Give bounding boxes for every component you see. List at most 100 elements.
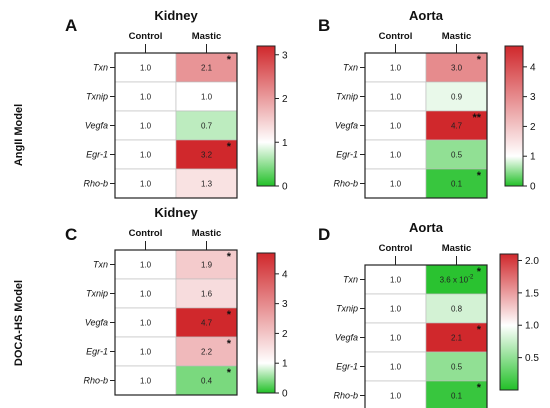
cell-mastic (425, 380, 488, 408)
column-label: Control (379, 243, 413, 254)
row-label: Txnip (86, 92, 108, 102)
cell-control-value: 1.0 (140, 261, 152, 270)
colorbar-tick-label: 1.0 (525, 321, 539, 332)
panel-title: Kidney (154, 8, 198, 23)
cell-mastic (175, 336, 238, 367)
colorbar-tick-label: 1 (282, 138, 288, 149)
colorbar-tick-label: 1 (282, 359, 288, 370)
colorbar-tick-label: 1.5 (525, 288, 539, 299)
cell-mastic-value: 0.9 (451, 93, 463, 102)
row-label: Txn (93, 63, 108, 73)
column-label: Mastic (192, 31, 222, 42)
model-label-doca-text: DOCA-HS Model (13, 280, 25, 366)
significance-star: * (477, 266, 482, 278)
colorbar-tick-label: 4 (282, 269, 288, 280)
cell-mastic-value: 0.5 (451, 363, 463, 372)
cell-mastic (425, 110, 488, 141)
cell-mastic-value: 0.1 (451, 180, 463, 189)
row-label: Vegfa (335, 121, 358, 131)
row-label: Egr-1 (336, 150, 358, 160)
cell-mastic-value: 1.0 (201, 93, 213, 102)
row-label: Rho-b (83, 179, 108, 189)
panel-letter: D (318, 225, 330, 244)
cell-mastic (175, 110, 238, 141)
significance-star: ** (472, 112, 481, 124)
row-label: Rho-b (333, 179, 358, 189)
row-label: Egr-1 (86, 347, 108, 357)
row-label: Txn (93, 260, 108, 270)
row-label: Vegfa (85, 121, 108, 131)
cell-mastic-value: 1.3 (201, 180, 213, 189)
cell-mastic-value: 3.2 (201, 151, 213, 160)
panel-title: Aorta (409, 220, 444, 235)
cell-control-value: 1.0 (390, 392, 402, 401)
column-label: Control (379, 31, 413, 42)
heatmap-border (114, 52, 238, 199)
cell-mastic-exponent: -2 (468, 275, 474, 281)
cell-control-value: 1.0 (390, 363, 402, 372)
cell-mastic-value: 2.1 (201, 64, 213, 73)
cell-mastic (425, 351, 488, 382)
cell-mastic (175, 365, 238, 396)
cell-control-value: 1.0 (140, 93, 152, 102)
significance-star: * (477, 324, 482, 336)
cell-mastic-value: 2.1 (451, 334, 463, 343)
cell-control-value: 1.0 (140, 319, 152, 328)
cell-control-value: 1.0 (140, 122, 152, 131)
cell-control-value: 1.0 (140, 64, 152, 73)
panel-letter: B (318, 16, 330, 35)
column-label: Mastic (442, 243, 472, 254)
row-label: Txnip (336, 92, 358, 102)
row-label: Egr-1 (86, 150, 108, 160)
row-label: Txn (343, 275, 358, 285)
heatmap-border (364, 264, 488, 408)
colorbar-tick-label: 3 (282, 299, 288, 310)
column-label: Mastic (192, 228, 222, 239)
cell-control-value: 1.0 (390, 334, 402, 343)
cell-mastic (175, 81, 238, 112)
panel-b: B Aorta Control Mastic Txn 1.0 3.0 * Txnip 1.0 0.9… (318, 8, 536, 199)
cell-mastic-value: 1.6 (201, 290, 213, 299)
colorbar-tick-label: 2 (530, 122, 536, 133)
column-label: Control (129, 228, 163, 239)
cell-mastic-value: 0.7 (201, 122, 213, 131)
panel-c: C Kidney Control Mastic Txn 1.0 1.9 * Txnip 1.0 1.… (65, 205, 288, 400)
cell-control-value: 1.0 (390, 305, 402, 314)
panels: A Kidney Control Mastic Txn 1.0 2.1 * Txnip 1.0 1.… (65, 8, 539, 408)
cell-control-value: 1.0 (140, 151, 152, 160)
colorbar (256, 252, 276, 394)
colorbar-tick-label: 2.0 (525, 256, 539, 267)
significance-star: * (227, 338, 232, 350)
significance-star: * (227, 141, 232, 153)
colorbar-tick-label: 0 (530, 182, 536, 193)
row-label: Vegfa (335, 333, 358, 343)
cell-mastic-value: 3.0 (451, 64, 463, 73)
colorbar (504, 45, 524, 187)
cell-control (364, 52, 427, 83)
model-label-angii: AngII Model (13, 104, 25, 166)
panel-title: Kidney (154, 205, 198, 220)
model-label-angii-text: AngII Model (13, 104, 25, 166)
heatmap-border (114, 249, 238, 396)
row-label: Txn (343, 63, 358, 73)
cell-mastic-value: 1.9 (201, 261, 213, 270)
cell-mastic (425, 322, 488, 353)
cell-mastic-value: 0.1 (451, 392, 463, 401)
column-label: Control (129, 31, 163, 42)
colorbar-tick-label: 4 (530, 62, 536, 73)
cell-control-value: 1.0 (140, 180, 152, 189)
cell-control (114, 81, 177, 112)
heatmap-border (364, 52, 488, 199)
cell-mastic-value: 4.7 (201, 319, 213, 328)
model-label-doca: DOCA-HS Model (13, 280, 25, 366)
colorbar-tick-label: 0 (282, 389, 288, 400)
colorbar-tick-label: 3 (282, 50, 288, 61)
cell-control-value: 1.0 (390, 180, 402, 189)
cell-mastic (175, 278, 238, 309)
cell-control (364, 110, 427, 141)
panel-letter: C (65, 225, 77, 244)
cell-control-value: 1.0 (390, 64, 402, 73)
cell-control-value: 1.0 (140, 290, 152, 299)
colorbar (499, 253, 519, 391)
